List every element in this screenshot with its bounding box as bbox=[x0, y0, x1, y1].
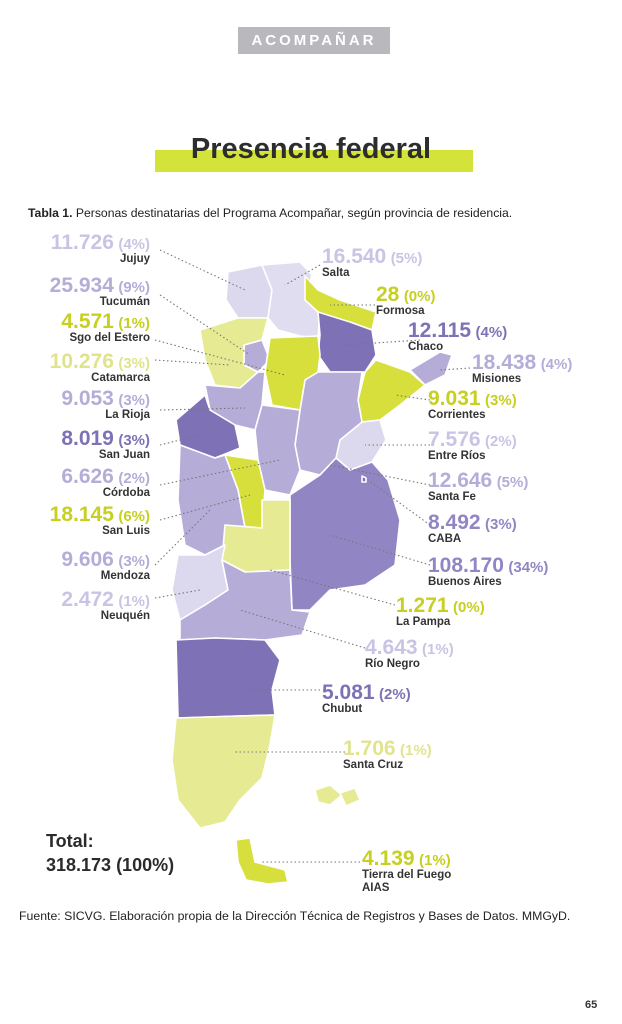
title-highlight bbox=[155, 150, 473, 172]
page-title: Presencia federal bbox=[190, 133, 432, 165]
label-santa-fe: 12.646 (5%) Santa Fe bbox=[428, 469, 529, 503]
province-tierra-del-fuego bbox=[235, 837, 289, 885]
label-sgo-estero: 4.571 (1%) Sgo del Estero bbox=[61, 310, 150, 344]
total-block: Total: 318.173 (100%) bbox=[46, 829, 174, 877]
province-sgo-estero bbox=[264, 335, 321, 411]
caption-text: Personas destinatarias del Programa Acom… bbox=[72, 206, 513, 220]
label-caba: 8.492 (3%) CABA bbox=[428, 511, 517, 545]
source-note: Fuente: SICVG. Elaboración propia de la … bbox=[19, 909, 571, 923]
label-la-rioja: 9.053 (3%) La Rioja bbox=[61, 387, 150, 421]
islas-malvinas bbox=[314, 784, 343, 806]
label-salta: 16.540 (5%) Salta bbox=[322, 245, 423, 279]
page-number: 65 bbox=[585, 999, 598, 1011]
label-tierra-del-fuego: 4.139 (1%) Tierra del Fuego AIAS bbox=[362, 847, 452, 894]
islas-malvinas-east bbox=[339, 787, 361, 807]
province-santa-cruz bbox=[171, 714, 276, 829]
label-cordoba: 6.626 (2%) Córdoba bbox=[61, 465, 150, 499]
label-buenos-aires: 108.170 (34%) Buenos Aires bbox=[428, 554, 549, 588]
section-tag: ACOMPAÑAR bbox=[238, 27, 390, 54]
label-tucuman: 25.934 (9%) Tucumán bbox=[49, 274, 150, 308]
province-chubut bbox=[175, 637, 281, 719]
label-santa-cruz: 1.706 (1%) Santa Cruz bbox=[343, 737, 432, 771]
label-misiones: 18.438 (4%) Misiones bbox=[472, 351, 573, 385]
label-mendoza: 9.606 (3%) Mendoza bbox=[61, 548, 150, 582]
total-value: 318.173 (100%) bbox=[46, 855, 175, 875]
label-san-juan: 8.019 (3%) San Juan bbox=[61, 427, 150, 461]
caption-prefix: Tabla 1. bbox=[28, 206, 73, 220]
province-buenos-aires bbox=[289, 457, 401, 611]
province-caba bbox=[361, 475, 367, 483]
label-jujuy: 11.726 (4%) Jujuy bbox=[50, 231, 150, 265]
label-la-pampa: 1.271 (0%) La Pampa bbox=[396, 594, 485, 628]
label-chaco: 12.115 (4%) Chaco bbox=[408, 319, 508, 353]
label-san-luis: 18.145 (6%) San Luis bbox=[49, 503, 150, 537]
total-label: Total: bbox=[46, 831, 94, 851]
label-entre-rios: 7.576 (2%) Entre Ríos bbox=[428, 428, 517, 462]
label-corrientes: 9.031 (3%) Corrientes bbox=[428, 387, 517, 421]
province-catamarca bbox=[199, 317, 269, 389]
table-caption: Tabla 1. Personas destinatarias del Prog… bbox=[28, 206, 618, 220]
label-neuquen: 2.472 (1%) Neuquén bbox=[61, 588, 150, 622]
label-rio-negro: 4.643 (1%) Río Negro bbox=[365, 636, 454, 670]
label-catamarca: 10.276 (3%) Catamarca bbox=[49, 350, 150, 384]
label-chubut: 5.081 (2%) Chubut bbox=[322, 681, 411, 715]
label-formosa: 28 (0%) Formosa bbox=[376, 283, 436, 317]
